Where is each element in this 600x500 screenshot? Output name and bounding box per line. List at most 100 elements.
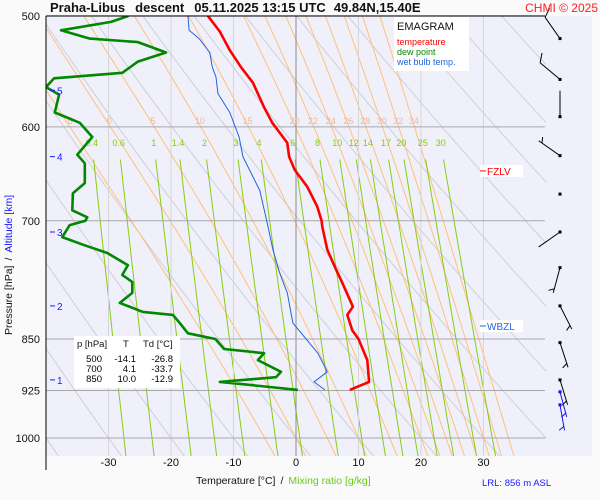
wind-barb-feather [541,137,544,144]
mixing-ratio-label: 4 [256,138,261,148]
x-tick-label: 10 [352,457,364,469]
theta-w-label: 30 [377,116,387,126]
dry-adiabat-line [398,16,546,183]
mixing-ratio-line [369,159,419,456]
profile-series [46,16,371,392]
mixing-ratio-label: 6 [290,138,295,148]
wind-barb-staff [538,140,561,157]
moist-adiabat-line [187,16,398,456]
moist-adiabat-line [242,16,429,456]
mixing-ratio-label: 1.4 [172,138,185,148]
level-label-bg [480,164,523,177]
dry-adiabat-line [46,99,312,456]
mixing-ratio-label: 12 [349,138,359,148]
table-header-t: T [123,339,129,350]
theta-w-label: 5 [150,116,155,126]
values-table: p [hPa] T Td [°C] 500 -14.1 -26.8 700 4.… [74,336,180,388]
mixing-ratio-line [443,159,497,456]
x-tick-label: 20 [415,457,427,469]
mixing-ratio-label: 17 [381,138,391,148]
level-label-fzlv: FZLV [487,167,511,178]
station-name: Praha-Libus [50,0,125,15]
table-header-td: Td [°C] [143,339,173,350]
dew-point-line [46,16,299,392]
temperature-line [206,16,371,392]
axes [45,15,545,470]
mixing-ratio-label: 3 [233,138,238,148]
svg-text:Temperature [°C]/Mixing ratio: Temperature [°C] / Mixing ratio [g/kg] [196,475,371,487]
wind-barb-staff [552,267,561,293]
legend-dew-point: dew point [397,47,436,57]
mixing-ratio-label: 0.6 [112,138,125,148]
x-tick-label: 30 [477,457,489,469]
wind-barb-feather [558,426,565,431]
moist-adiabat-line [305,16,466,456]
altitude-label: 3 [57,228,63,239]
theta-w-label: 0 [107,116,112,126]
cell-p: 700 [86,364,102,375]
altitude-label: 4 [57,153,63,164]
mixing-ratio-line [119,159,155,456]
wind-barb-staff [559,404,566,431]
lrl-label: LRL: 856 m ASL [482,478,551,489]
dry-adiabat-line [244,16,546,372]
moist-adiabat-line [264,16,441,456]
cell-p: 850 [86,374,102,385]
theta-w-label: -5 [65,116,73,126]
y-tick-label: 850 [22,334,40,346]
wind-barb-feather [562,363,568,369]
x-tick-label: -30 [101,457,117,469]
mixing-ratio-line [355,159,404,456]
legend-wet-bulb: wet bulb temp. [396,57,456,67]
altitude-label: 2 [57,302,63,313]
x-tick-label: -10 [226,457,242,469]
cell-p: 500 [86,354,102,365]
x-axis-separator: / [280,475,283,487]
cell-t: 10.0 [118,374,137,385]
theta-w-label: 28 [360,116,370,126]
level-markers: FZLV WBZL [480,164,523,333]
y-axis-separator: / [3,258,15,261]
dry-adiabat-line [46,179,249,456]
mixing-ratio-line [260,159,303,456]
y-tick-label: 600 [22,122,40,134]
theta-w-label: 26 [343,116,353,126]
grid-lines [46,15,545,456]
dry-adiabat-line [593,4,600,474]
mixing-ratio-line [319,159,366,456]
y-tick-label: 1000 [16,433,40,445]
mixing-ratio-label: 14 [363,138,373,148]
theta-w-label: 10 [195,116,205,126]
theta-w-label: 22 [308,116,318,126]
wind-barbs [538,8,573,431]
mixing-ratio-line [388,159,438,456]
mixing-ratio-label: 30 [436,138,446,148]
legend: EMAGRAM temperature dew point wet bulb t… [394,17,469,71]
theta-w-label: 32 [393,116,403,126]
wind-barb-staff [559,305,573,330]
legend-temperature: temperature [397,37,446,47]
wind-barb-feather [566,325,571,331]
level-label-bg [480,319,523,332]
x-tick-label: -20 [163,457,179,469]
legend-title: EMAGRAM [397,21,454,33]
mixing-ratio-label: 10 [332,138,342,148]
y-axis-title-altitude: Altitude [km] [3,195,15,253]
moist-adiabat-line [133,16,368,456]
theta-w-label: 20 [290,116,300,126]
datetime: 05.11.2025 13:15 UTC [194,0,326,15]
cell-t: 4.1 [123,364,136,375]
mixing-ratio-label: 8 [315,138,320,148]
wind-barb-staff [559,342,569,368]
altitude-label: 1 [57,376,63,387]
table-row: 500 -14.1 -26.8 [86,354,173,365]
moist-adiabat-line [343,16,490,456]
table-row: 700 4.1 -33.7 [86,364,173,375]
moist-adiabat-line [324,16,478,456]
moist-adiabat-line [83,16,337,456]
moist-adiabat-line [46,26,307,456]
mixing-ratio-label: 25 [418,138,428,148]
mixing-ratio-line [206,159,246,456]
